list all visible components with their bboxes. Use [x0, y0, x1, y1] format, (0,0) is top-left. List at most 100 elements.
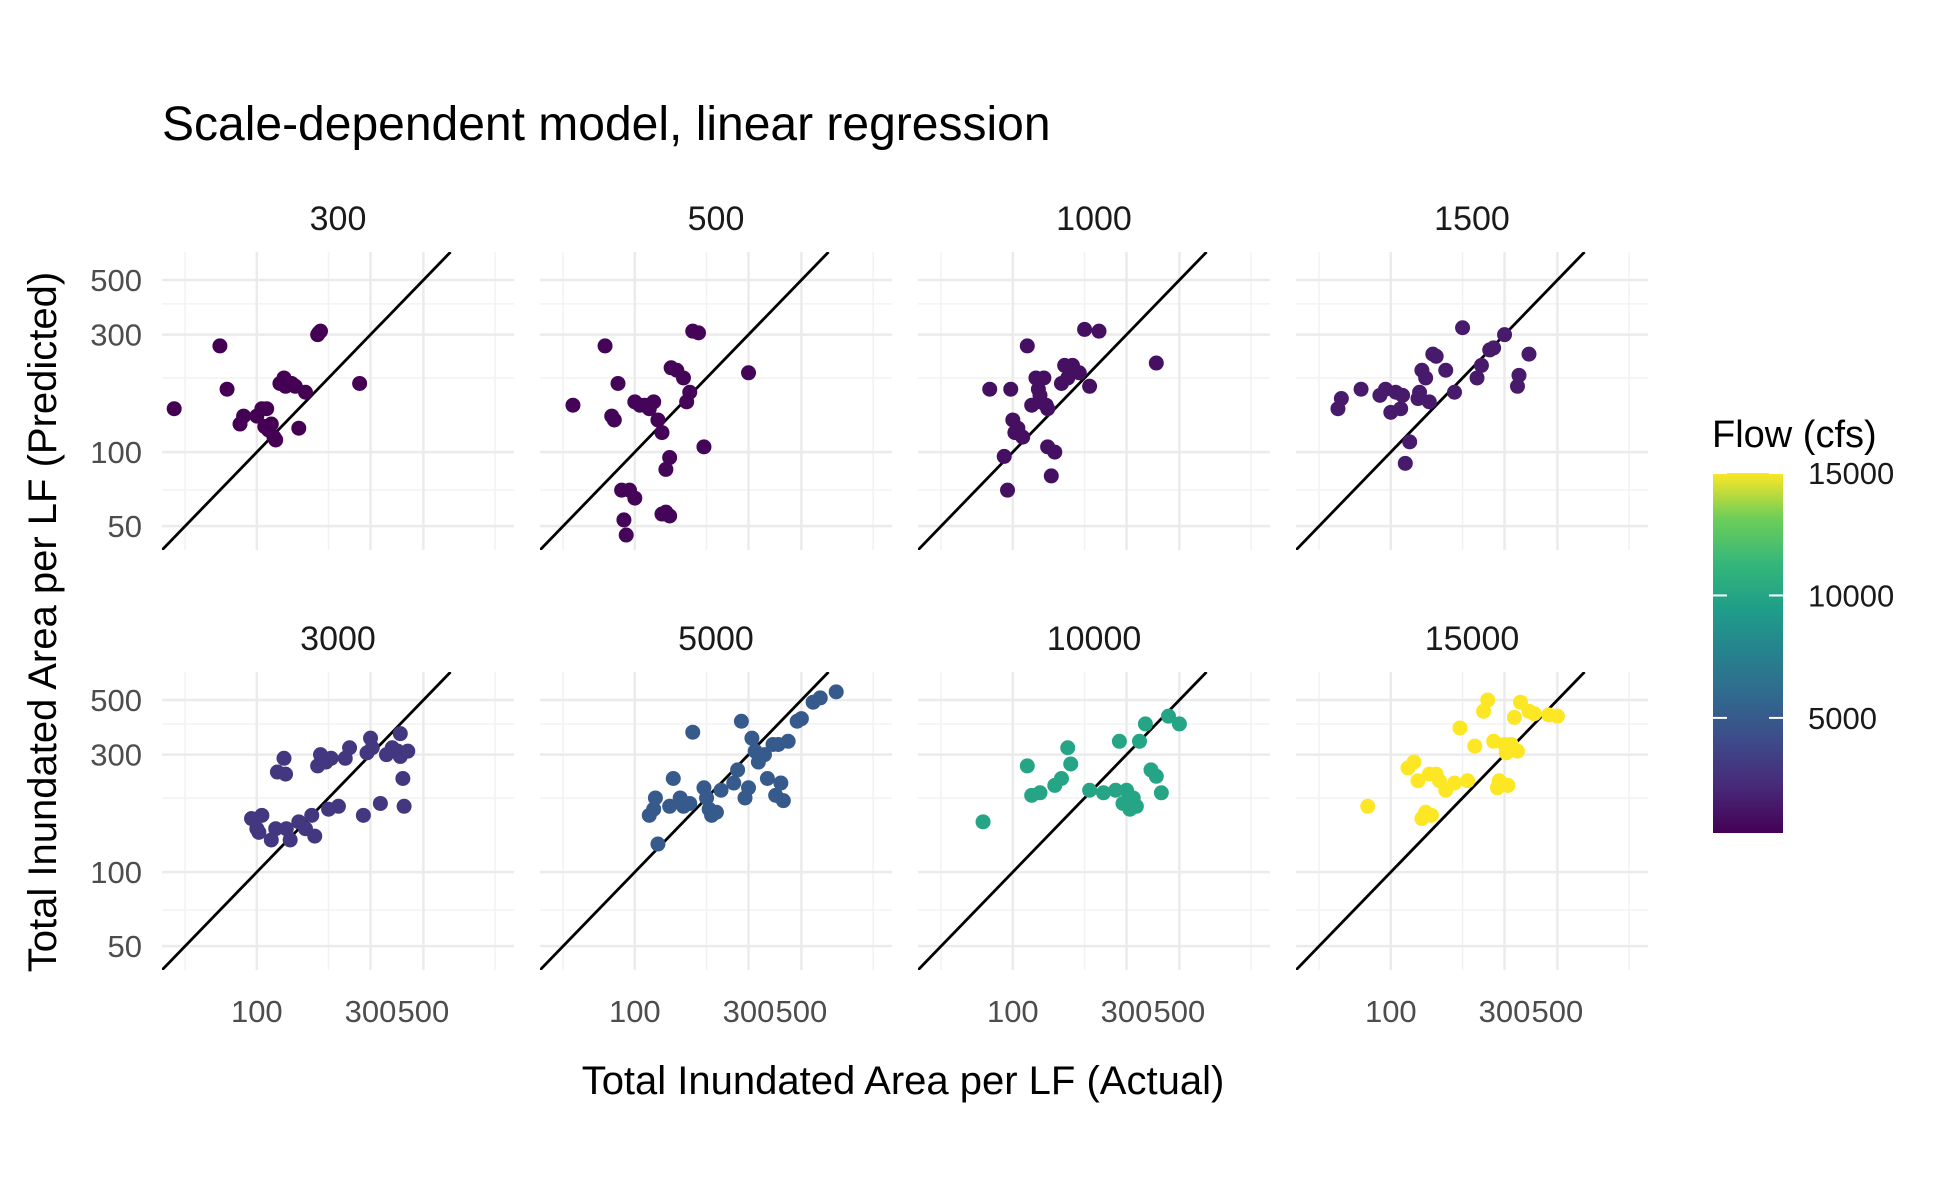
data-point: [597, 338, 613, 354]
data-point: [1019, 338, 1035, 354]
data-point: [1060, 740, 1076, 756]
data-point: [780, 733, 796, 749]
data-point: [690, 325, 706, 341]
facet-panel-300: 300 50 100 300 500: [90, 200, 514, 550]
data-point: [263, 832, 279, 848]
identity-line: [1296, 252, 1586, 550]
data-point: [665, 770, 681, 786]
data-point: [1047, 444, 1063, 460]
data-point: [1473, 357, 1489, 373]
identity-line: [918, 252, 1208, 550]
data-point: [759, 770, 775, 786]
data-point: [1526, 706, 1542, 722]
data-point: [1497, 327, 1513, 343]
y-tick-label: 500: [90, 683, 142, 718]
data-point: [662, 450, 678, 466]
data-point: [1131, 733, 1147, 749]
data-point: [1095, 785, 1111, 801]
data-point: [395, 770, 411, 786]
data-point: [773, 775, 789, 791]
data-point: [278, 821, 294, 837]
data-point: [650, 836, 666, 852]
data-point: [1015, 429, 1031, 445]
data-point: [1003, 381, 1019, 397]
data-point: [828, 684, 844, 700]
data-point: [1469, 370, 1485, 386]
data-point: [268, 821, 284, 837]
data-point: [654, 425, 670, 441]
data-point: [1397, 455, 1413, 471]
data-point: [1000, 482, 1016, 498]
legend: Flow (cfs) 5000 10000 15000: [1712, 414, 1894, 833]
data-point: [1428, 348, 1444, 364]
data-point: [1043, 468, 1059, 484]
data-point: [1506, 709, 1522, 725]
data-point: [1036, 370, 1052, 386]
data-point: [268, 432, 284, 448]
data-point: [646, 394, 662, 410]
data-point: [708, 804, 724, 820]
data-point: [1160, 708, 1176, 724]
data-point: [1467, 738, 1483, 754]
y-tick-label: 500: [90, 263, 142, 298]
x-tick-label: 300: [1479, 994, 1531, 1029]
data-point: [263, 416, 279, 432]
data-point: [1446, 775, 1462, 791]
data-point: [212, 338, 228, 354]
x-tick-label: 500: [1154, 994, 1206, 1029]
data-point: [675, 370, 691, 386]
facet-panel-10000: 10000 100 300 500: [918, 620, 1270, 1029]
x-axis-label: Total Inundated Area per LF (Actual): [582, 1059, 1225, 1103]
data-point: [627, 490, 643, 506]
facet-strip-label: 1500: [1434, 200, 1510, 238]
data-point: [311, 325, 327, 341]
data-point: [1108, 782, 1124, 798]
data-point: [1091, 323, 1107, 339]
data-point: [1480, 692, 1496, 708]
data-point: [297, 384, 313, 400]
data-point: [741, 365, 757, 381]
colorbar-tick-label: 10000: [1808, 578, 1894, 613]
x-tick-label: 100: [987, 994, 1039, 1029]
facet-panel-5000: 5000 100 300 500: [540, 620, 892, 1029]
facet-panel-1500: 1500: [1296, 200, 1648, 550]
y-tick-label: 100: [90, 435, 142, 470]
data-point: [775, 793, 791, 809]
data-point: [696, 439, 712, 455]
data-point: [1128, 798, 1144, 814]
y-tick-label: 50: [108, 509, 142, 544]
data-point: [1082, 782, 1098, 798]
data-point: [1032, 785, 1048, 801]
x-tick-label: 100: [1365, 994, 1417, 1029]
data-point: [662, 508, 678, 524]
data-point: [392, 726, 408, 742]
data-point: [1053, 770, 1069, 786]
facet-strip-label: 3000: [300, 620, 376, 658]
x-tick-label: 300: [723, 994, 775, 1029]
data-point: [307, 828, 323, 844]
data-point: [741, 780, 757, 796]
data-point: [682, 384, 698, 400]
facet-strip-label: 500: [688, 200, 745, 238]
facet-panel-500: 500: [540, 200, 892, 550]
data-point: [1460, 773, 1476, 789]
data-point: [646, 801, 662, 817]
identity-line: [1296, 672, 1586, 970]
data-point: [975, 814, 991, 830]
y-tick-label: 300: [90, 738, 142, 773]
data-point: [1476, 703, 1492, 719]
data-point: [219, 381, 235, 397]
data-point: [1063, 756, 1079, 772]
y-tick-label: 300: [90, 318, 142, 353]
y-tick-label: 100: [90, 855, 142, 890]
data-point: [1511, 367, 1527, 383]
identity-line: [162, 672, 452, 970]
data-point: [699, 790, 715, 806]
data-point: [996, 448, 1012, 464]
data-point: [1446, 384, 1462, 400]
data-point: [1486, 340, 1502, 356]
data-point: [1509, 743, 1525, 759]
data-point: [682, 795, 698, 811]
